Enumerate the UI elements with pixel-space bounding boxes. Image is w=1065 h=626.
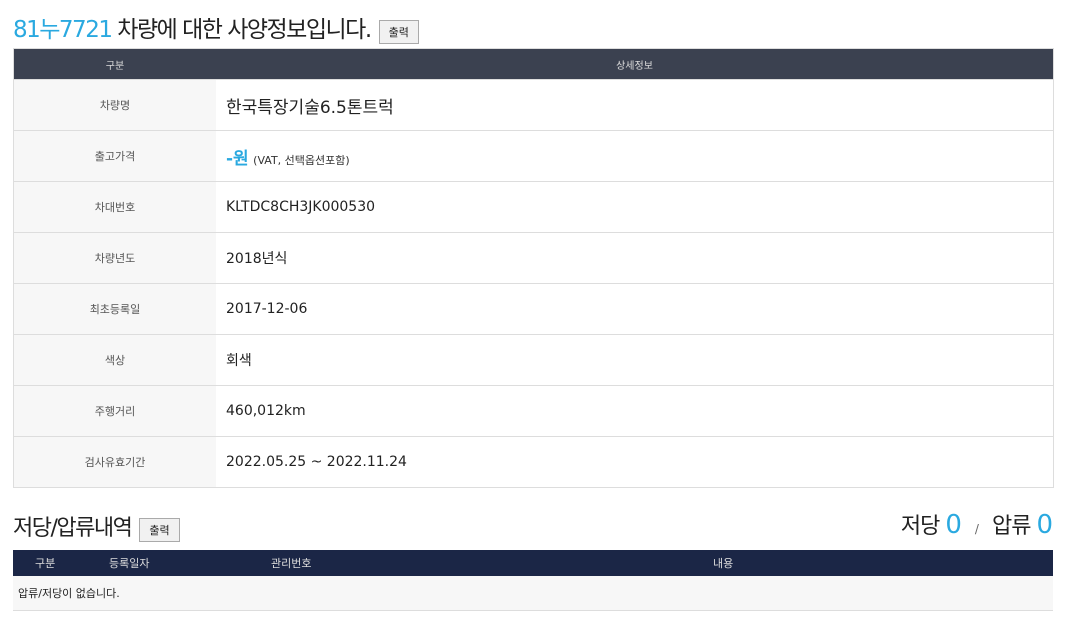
table-row: 최초등록일 2017-12-06 [13,283,1054,335]
lien-table: 구분 등록일자 관리번호 내용 압류/저당이 없습니다. [13,550,1053,611]
table-row: 차량명 한국특장기술6.5톤트럭 [13,79,1054,131]
seizure-label: 압류 [991,514,1031,539]
separator: / [974,522,979,536]
row-value: 460,012km [216,385,1054,437]
spec-header: 구분 상세정보 [13,48,1054,80]
column-header: 등록일자 [108,550,270,576]
column-header: 관리번호 [270,550,712,576]
print-button[interactable]: 출력 [378,20,419,44]
row-label: 차대번호 [13,181,216,233]
plate-number: 81누7721 [13,17,113,43]
row-value: 2017-12-06 [216,283,1054,335]
row-label: 차량년도 [13,232,216,284]
row-label: 출고가격 [13,130,216,182]
lien-header: 구분 등록일자 관리번호 내용 [13,550,1053,576]
table-row: 색상 회색 [13,334,1054,386]
price-value: -원 [226,148,249,169]
row-value: 2018년식 [216,232,1054,284]
table-row: 차대번호 KLTDC8CH3JK000530 [13,181,1054,233]
lien-title: 저당/압류내역 출력 [13,510,180,542]
mortgage-label: 저당 [900,514,940,539]
row-value-cell: -원 (VAT, 선택옵션포함) [216,130,1054,182]
mortgage-count: 0 [945,510,962,540]
page-title: 81누7721 차량에 대한 사양정보입니다. 출력 [13,10,419,44]
row-value: KLTDC8CH3JK000530 [216,181,1054,233]
table-row: 압류/저당이 없습니다. [13,576,1053,611]
row-label: 색상 [13,334,216,386]
lien-counts: 저당 0 / 압류 0 [900,508,1053,540]
price-note: (VAT, 선택옵션포함) [253,153,350,167]
row-value: 회색 [216,334,1054,386]
row-value: 2022.05.25 ~ 2022.11.24 [216,436,1054,488]
column-header: 구분 [13,48,216,80]
table-row: 출고가격 -원 (VAT, 선택옵션포함) [13,130,1054,182]
column-header: 구분 [13,550,108,576]
title-text: 차량에 대한 사양정보입니다. [111,17,372,43]
spec-table: 구분 상세정보 차량명 한국특장기술6.5톤트럭 출고가격 -원 (VAT, 선택옵… [13,48,1054,488]
row-value: 한국특장기술6.5톤트럭 [216,79,1054,131]
lien-print-button[interactable]: 출력 [139,518,180,542]
lien-title-text: 저당/압류내역 [13,516,133,541]
row-label: 검사유효기간 [13,436,216,488]
row-label: 차량명 [13,79,216,131]
row-label: 주행거리 [13,385,216,437]
table-row: 차량년도 2018년식 [13,232,1054,284]
empty-message: 압류/저당이 없습니다. [13,576,1053,611]
column-header: 내용 [712,550,1053,576]
table-row: 검사유효기간 2022.05.25 ~ 2022.11.24 [13,436,1054,488]
seizure-count: 0 [1036,510,1053,540]
table-row: 주행거리 460,012km [13,385,1054,437]
column-header: 상세정보 [216,48,1054,80]
row-label: 최초등록일 [13,283,216,335]
